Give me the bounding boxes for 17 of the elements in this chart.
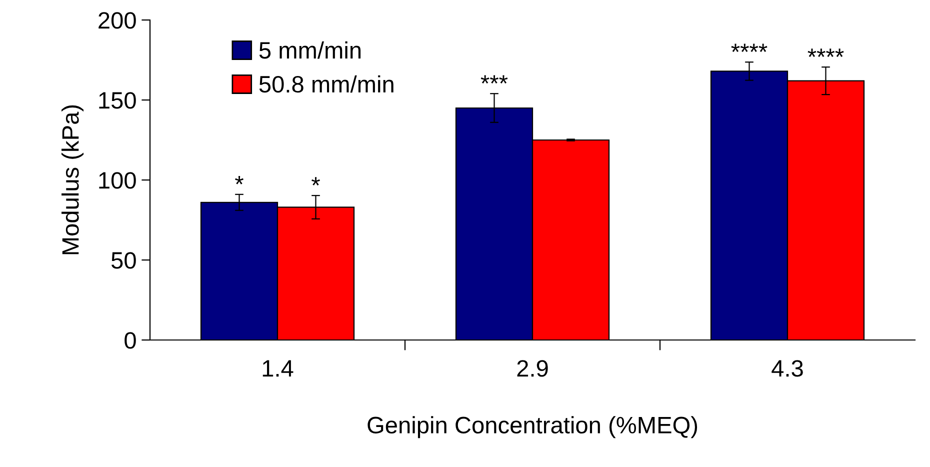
y-axis-title: Modulus (kPa) xyxy=(62,105,84,254)
y-tick-label: 100 xyxy=(99,172,136,189)
x-axis-title: Genipin Concentration (%MEQ) xyxy=(368,416,698,438)
legend-label: 5 mm/min xyxy=(259,41,361,59)
x-tick-label: 4.3 xyxy=(772,360,803,377)
annotation: **** xyxy=(808,48,844,57)
annotation: * xyxy=(312,177,320,186)
annotation: **** xyxy=(731,44,768,52)
annotation: *** xyxy=(480,75,508,84)
x-tick-label: 1.4 xyxy=(262,360,294,377)
x-tick-label: 2.9 xyxy=(517,360,548,377)
y-tick-label: 0 xyxy=(124,332,136,349)
y-tick-label: 150 xyxy=(99,92,136,109)
legend-label: 50.8 mm/min xyxy=(259,75,394,93)
y-tick-label: 50 xyxy=(111,252,136,269)
annotation: * xyxy=(235,176,244,184)
y-tick-label: 200 xyxy=(98,12,136,29)
